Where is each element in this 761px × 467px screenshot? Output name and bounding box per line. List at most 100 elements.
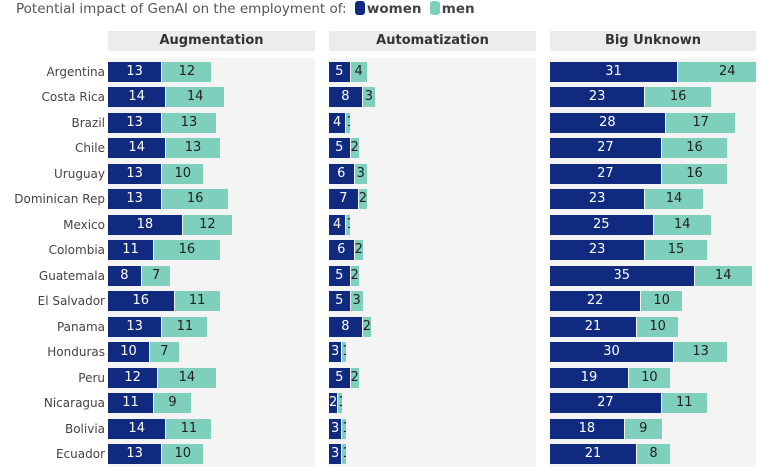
- bar-men: 12: [182, 214, 232, 235]
- bar-men: 11: [661, 393, 707, 414]
- bar-women: 23: [550, 189, 645, 210]
- bar-women: 13: [108, 444, 162, 465]
- bar-women: 19: [550, 367, 628, 388]
- country-label: Costa Rica: [41, 90, 105, 105]
- bar-women: 3: [329, 418, 342, 439]
- country-label: Peru: [78, 370, 105, 385]
- bar-women: 7: [329, 189, 358, 210]
- bar-women: 31: [550, 62, 678, 82]
- bar-women: 16: [108, 291, 174, 312]
- panel-automatization: Automatization 5483415263724162525382315…: [329, 31, 536, 467]
- bar-women: 8: [108, 265, 141, 286]
- bar-men: 16: [154, 240, 220, 261]
- country-label: Dominican Rep: [14, 192, 105, 207]
- bar-women: 5: [329, 138, 350, 159]
- bar-men: 13: [166, 138, 220, 159]
- bar-men: 1: [346, 112, 351, 133]
- bar-men: 14: [158, 367, 216, 388]
- bar-women: 18: [550, 418, 624, 439]
- country-label: Chile: [74, 141, 105, 156]
- bar-women: 14: [108, 87, 166, 108]
- bar-men: 10: [162, 444, 204, 465]
- chart-title-text: Potential impact of GenAI on the employm…: [16, 1, 347, 17]
- panel-big-unknown: Big Unknown 31 24 23 16 28 17 27 16 27 16 23 14 25 14…: [550, 31, 756, 467]
- bar-men: 10: [628, 367, 670, 388]
- bar-men: 11: [174, 291, 220, 312]
- bar-women: 30: [550, 342, 673, 363]
- bar-women: 12: [108, 367, 158, 388]
- bar-men: 3: [362, 87, 376, 108]
- bar-women: 6: [329, 240, 354, 261]
- bar-men: 11: [162, 316, 208, 337]
- bar-men: 2: [350, 265, 359, 286]
- bar-women: 3: [329, 444, 342, 465]
- bar-men: 16: [162, 189, 228, 210]
- bar-women: 11: [108, 393, 154, 414]
- country-label: Uruguay: [54, 166, 105, 181]
- panel-title: Augmentation: [108, 31, 315, 51]
- bar-men: 10: [641, 291, 683, 312]
- country-label: Mexico: [63, 217, 105, 232]
- bar-women: 28: [550, 112, 665, 133]
- bar-men: 16: [661, 163, 728, 184]
- bar-men: 14: [653, 214, 711, 235]
- bar-men: 2: [358, 189, 367, 210]
- bar-men: 1: [338, 393, 343, 414]
- bar-men: 4: [350, 62, 367, 82]
- legend-swatch-women: [354, 1, 365, 15]
- bar-men: 2: [362, 316, 371, 337]
- country-label: El Salvador: [37, 294, 105, 309]
- bar-men: 13: [162, 112, 216, 133]
- bar-women: 23: [550, 240, 645, 261]
- bar-women: 5: [329, 265, 350, 286]
- bar-women: 11: [108, 240, 154, 261]
- bar-women: 23: [550, 87, 645, 108]
- bar-women: 8: [329, 316, 362, 337]
- bar-men: 10: [162, 163, 204, 184]
- bar-men: 2: [350, 367, 359, 388]
- bar-men: 16: [661, 138, 728, 159]
- bar-men: 7: [150, 342, 179, 363]
- panel-plot-area: 54834152637241625253823152213131: [329, 58, 536, 467]
- bar-women: 13: [108, 112, 162, 133]
- bar-men: 3: [354, 163, 367, 184]
- bar-men: 13: [674, 342, 728, 363]
- bar-women: 22: [550, 291, 641, 312]
- bar-women: 4: [329, 112, 346, 133]
- panel-plot-area: 13 12 14 14 13 13 14 13 13 10 13 16 18 12 11 16 8 7 16 11 13…: [108, 58, 315, 467]
- country-label: Guatemala: [38, 268, 105, 283]
- bar-women: 25: [550, 214, 653, 235]
- bar-women: 14: [108, 418, 166, 439]
- panel-title: Big Unknown: [550, 31, 756, 51]
- panel-title: Automatization: [329, 31, 536, 51]
- bar-men: 3: [350, 291, 363, 312]
- bar-women: 5: [329, 62, 350, 82]
- bar-women: 18: [108, 214, 182, 235]
- country-label: Colombia: [48, 243, 105, 258]
- country-label: Ecuador: [55, 447, 105, 462]
- bar-men: 15: [645, 240, 707, 261]
- bar-men: 14: [694, 265, 752, 286]
- bar-women: 13: [108, 163, 162, 184]
- country-label: Argentina: [46, 65, 105, 79]
- bar-women: 13: [108, 189, 162, 210]
- bar-women: 21: [550, 316, 637, 337]
- bar-men: 9: [154, 393, 191, 414]
- panel-augmentation: Augmentation 13 12 14 14 13 13 14 13 13 10 13 16 18 1…: [108, 31, 315, 467]
- bar-women: 5: [329, 367, 350, 388]
- country-label: Honduras: [47, 345, 105, 360]
- bar-women: 13: [108, 62, 162, 82]
- bar-men: 12: [162, 62, 212, 82]
- bar-men: 17: [665, 112, 736, 133]
- bar-women: 8: [329, 87, 362, 108]
- country-label: Nicaragua: [43, 396, 105, 411]
- bar-women: 14: [108, 138, 166, 159]
- bar-men: 2: [350, 138, 359, 159]
- bar-men: 10: [637, 316, 679, 337]
- bar-men: 14: [645, 189, 703, 210]
- country-label: Panama: [56, 319, 105, 334]
- bar-women: 3: [329, 342, 342, 363]
- bar-women: 21: [550, 444, 637, 465]
- bar-men: 7: [141, 265, 171, 286]
- chart-title: Potential impact of GenAI on the employm…: [16, 0, 475, 18]
